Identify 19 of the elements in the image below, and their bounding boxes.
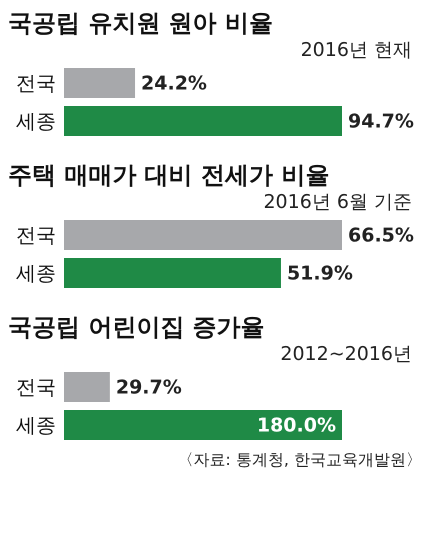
data-label: 180.0% bbox=[256, 414, 336, 437]
chart-title: 국공립 어린이집 증가율 bbox=[8, 312, 266, 342]
text: 〈자료: 통계청, 한국교육개발원〉 bbox=[176, 450, 422, 471]
data-label: 51.9% bbox=[286, 262, 353, 285]
chart-title: 국공립 유치원 원아 비율 bbox=[8, 8, 274, 38]
chart-subtitle: 2016년 6월 기준 bbox=[262, 190, 413, 214]
data-label: 29.7% bbox=[116, 376, 182, 399]
data-label: 24.2% bbox=[141, 72, 207, 95]
y-tick-label: 세종 bbox=[16, 413, 56, 438]
data-label: 94.7% bbox=[348, 110, 414, 133]
chart-subtitle: 2012~2016년 bbox=[279, 342, 413, 366]
y-tick-label: 세종 bbox=[16, 261, 56, 286]
y-tick-label: 세종 bbox=[16, 109, 56, 134]
y-tick-label: 전국 bbox=[16, 375, 56, 400]
chart-subtitle: 2016년 현재 bbox=[300, 38, 413, 62]
chart-title: 주택 매매가 대비 전세가 비율 bbox=[8, 160, 330, 190]
y-tick-label: 전국 bbox=[16, 223, 56, 248]
data-label: 66.5% bbox=[348, 224, 414, 247]
y-tick-label: 전국 bbox=[16, 71, 56, 96]
